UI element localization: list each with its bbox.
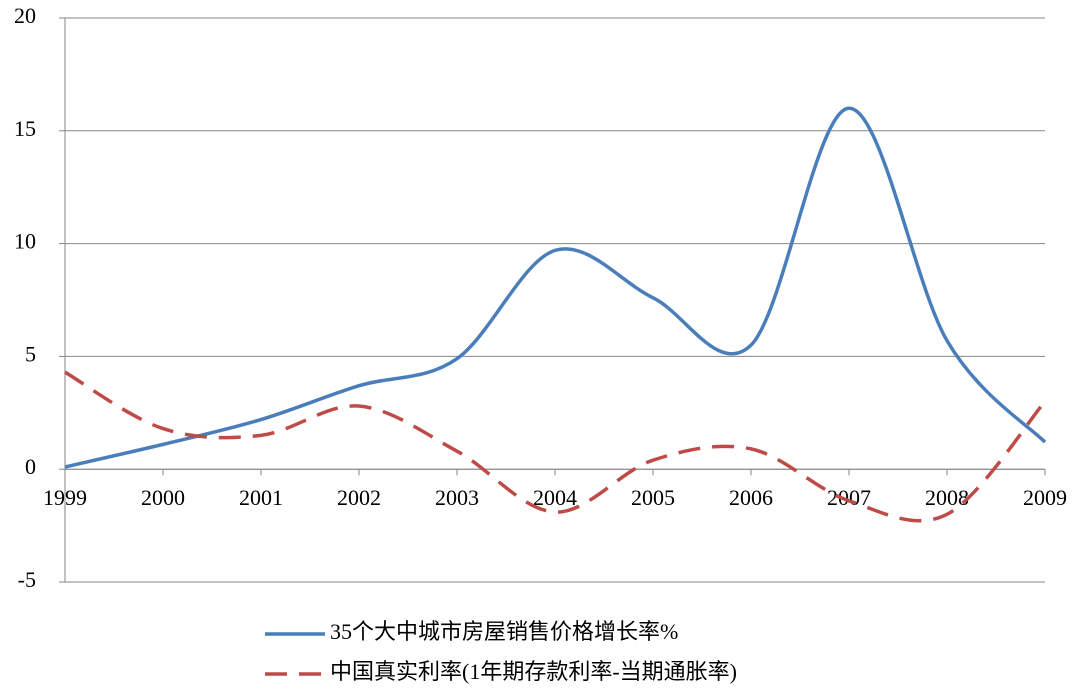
- legend-label: 35个大中城市房屋销售价格增长率%: [330, 619, 678, 644]
- x-tick-label: 2004: [533, 485, 577, 510]
- y-tick-label: 15: [14, 116, 36, 141]
- x-tick-label: 1999: [43, 485, 87, 510]
- x-tick-label: 2000: [141, 485, 185, 510]
- y-tick-label: 20: [14, 3, 36, 28]
- y-tick-label: -5: [18, 567, 36, 592]
- x-tick-label: 2005: [631, 485, 675, 510]
- x-tick-label: 2002: [337, 485, 381, 510]
- x-tick-label: 2008: [925, 485, 969, 510]
- y-tick-label: 10: [14, 229, 36, 254]
- y-tick-label: 0: [25, 454, 36, 479]
- series-line: [64, 106, 1047, 469]
- x-tick-label: 2007: [827, 485, 871, 510]
- x-tick-label: 2006: [729, 485, 773, 510]
- y-tick-label: 5: [25, 341, 36, 366]
- legend-label: 中国真实利率(1年期存款利率-当期通胀率): [330, 659, 737, 684]
- x-tick-label: 2001: [239, 485, 283, 510]
- x-tick-label: 2003: [435, 485, 479, 510]
- x-tick-label: 2009: [1023, 485, 1067, 510]
